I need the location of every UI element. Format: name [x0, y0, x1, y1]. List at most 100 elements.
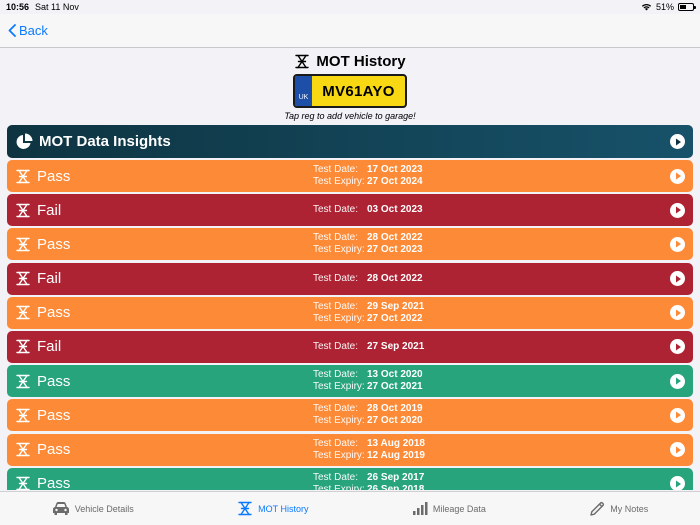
- test-dates: Test Date: 03 Oct 2023: [313, 194, 423, 226]
- test-date-line: Test Date: 03 Oct 2023: [313, 204, 423, 216]
- plate-country: UK: [295, 76, 312, 106]
- result-label: Fail: [37, 201, 62, 219]
- result-label: Fail: [37, 338, 62, 356]
- mot-result-row[interactable]: Pass Test Date: 13 Oct 2020 Test Expiry: 27 …: [7, 365, 693, 398]
- chevron-right-circle-icon: [670, 373, 685, 389]
- mot-data-insights-button[interactable]: MOT Data Insights: [7, 125, 693, 158]
- test-date-value: 26 Sep 2017: [367, 471, 425, 483]
- mot-results-list[interactable]: MOT Data Insights Pass Test Date: 17 Oct 2…: [7, 125, 693, 490]
- navigation-bar: Back: [0, 14, 700, 48]
- test-expiry-value: 27 Oct 2022: [367, 312, 423, 324]
- test-date-line: Test Date: 17 Oct 2023: [313, 164, 423, 176]
- chevron-right-circle-icon: [670, 476, 685, 490]
- test-date-label: Test Date:: [313, 300, 359, 312]
- test-dates: Test Date: 13 Aug 2018 Test Expiry: 12 Aug …: [313, 434, 425, 466]
- result-label: Pass: [37, 475, 71, 490]
- test-expiry-value: 27 Oct 2023: [367, 244, 423, 256]
- test-date-line: Test Date: 29 Sep 2021: [313, 301, 424, 313]
- test-dates: Test Date: 26 Sep 2017 Test Expiry: 26 Sep …: [313, 468, 424, 490]
- mot-result-row[interactable]: Pass Test Date: 28 Oct 2019 Test Expiry: 27 …: [7, 399, 693, 432]
- pencil-icon: [590, 501, 605, 516]
- mot-result-row[interactable]: Pass Test Date: 28 Oct 2022 Test Expiry: 27 …: [7, 228, 693, 261]
- test-expiry-label: Test Expiry:: [313, 176, 365, 187]
- chevron-right-circle-icon: [670, 407, 685, 423]
- mot-tripod-icon: [16, 408, 30, 423]
- test-expiry-label: Test Expiry:: [313, 449, 365, 461]
- test-date-value: 28 Oct 2019: [367, 403, 423, 415]
- test-date-line: Test Date: 27 Sep 2021: [313, 341, 424, 353]
- page-title: MOT History: [0, 50, 700, 72]
- result-label: Pass: [37, 235, 71, 253]
- result-label: Pass: [37, 406, 71, 424]
- test-expiry-label: Test Expiry:: [313, 483, 365, 490]
- test-date-value: 13 Aug 2018: [367, 437, 425, 449]
- pie-chart-icon: [16, 133, 33, 149]
- mot-tripod-icon: [16, 237, 30, 252]
- test-date-value: 03 Oct 2023: [367, 204, 423, 216]
- tab-mot-history[interactable]: MOT History: [237, 501, 308, 516]
- tab-my-notes[interactable]: My Notes: [589, 501, 648, 517]
- mot-result-row[interactable]: Pass Test Date: 13 Aug 2018 Test Expiry: 12 …: [7, 433, 693, 466]
- registration-plate[interactable]: UK MV61AYO: [293, 74, 407, 108]
- test-date-line: Test Date: 13 Oct 2020: [313, 369, 423, 381]
- mot-result-row[interactable]: Pass Test Date: 17 Oct 2023 Test Expiry: 27 …: [7, 160, 693, 192]
- test-expiry-label: Test Expiry:: [313, 244, 365, 256]
- tab-bar: Vehicle Details MOT History Mileage Data…: [0, 491, 700, 525]
- mot-result-row[interactable]: Pass Test Date: 29 Sep 2021 Test Expiry: 27 …: [7, 296, 693, 329]
- status-right: 51%: [641, 2, 696, 12]
- mot-tripod-icon: [238, 501, 252, 516]
- tab-label: MOT History: [258, 503, 309, 514]
- test-expiry-value: 27 Oct 2021: [367, 381, 423, 393]
- test-date-line: Test Date: 28 Oct 2022: [313, 232, 423, 244]
- test-expiry-value: 27 Oct 2024: [367, 176, 423, 187]
- test-dates: Test Date: 28 Oct 2019 Test Expiry: 27 Oct …: [313, 399, 423, 431]
- back-button[interactable]: Back: [8, 23, 48, 38]
- test-expiry-line: Test Expiry: 27 Oct 2023: [313, 244, 423, 256]
- test-expiry-line: Test Expiry: 26 Sep 2018: [313, 484, 424, 490]
- mot-result-row[interactable]: Fail Test Date: 27 Sep 2021: [7, 330, 693, 363]
- chevron-right-circle-icon: [670, 202, 685, 218]
- test-dates: Test Date: 28 Oct 2022: [313, 263, 423, 295]
- test-dates: Test Date: 17 Oct 2023 Test Expiry: 27 Oct …: [313, 160, 423, 192]
- bar-chart-icon: [412, 502, 428, 515]
- mot-result-row[interactable]: Fail Test Date: 28 Oct 2022: [7, 262, 693, 295]
- test-date-label: Test Date:: [313, 437, 359, 449]
- car-icon: [52, 502, 69, 515]
- test-expiry-value: 26 Sep 2018: [367, 483, 425, 490]
- tab-label: My Notes: [610, 503, 649, 514]
- mot-tripod-icon: [16, 271, 30, 286]
- battery-percent: 51%: [655, 2, 674, 12]
- mot-result-row[interactable]: Pass Test Date: 26 Sep 2017 Test Expiry: 26 …: [7, 467, 693, 490]
- test-date-line: Test Date: 26 Sep 2017: [313, 472, 424, 484]
- tab-vehicle-details[interactable]: Vehicle Details: [52, 501, 134, 516]
- chevron-right-circle-icon: [670, 236, 685, 252]
- test-date-label: Test Date:: [313, 369, 359, 381]
- test-date-label: Test Date:: [313, 403, 359, 415]
- result-label: Fail: [37, 270, 62, 288]
- test-date-line: Test Date: 28 Oct 2022: [313, 273, 423, 285]
- test-dates: Test Date: 27 Sep 2021: [313, 331, 424, 363]
- mot-result-row[interactable]: Fail Test Date: 03 Oct 2023: [7, 194, 693, 227]
- test-date-line: Test Date: 13 Aug 2018: [313, 438, 425, 450]
- test-date-label: Test Date:: [313, 272, 359, 284]
- test-expiry-label: Test Expiry:: [313, 381, 365, 393]
- tab-mileage-data[interactable]: Mileage Data: [412, 501, 486, 516]
- tab-label: Vehicle Details: [74, 503, 134, 514]
- test-date-label: Test Date:: [313, 471, 359, 483]
- result-label: Pass: [37, 441, 71, 458]
- page-title-text: MOT History: [316, 52, 406, 70]
- test-expiry-value: 12 Aug 2019: [367, 449, 425, 461]
- test-expiry-line: Test Expiry: 27 Oct 2021: [313, 381, 423, 393]
- mot-tripod-icon: [16, 476, 30, 490]
- test-expiry-value: 27 Oct 2020: [367, 415, 423, 427]
- chevron-right-circle-icon: [670, 271, 685, 287]
- test-expiry-line: Test Expiry: 27 Oct 2020: [313, 415, 423, 427]
- chevron-right-circle-icon: [670, 339, 685, 355]
- battery-icon: [678, 3, 696, 11]
- status-date: Sat 11 Nov: [35, 2, 79, 12]
- result-label: Pass: [37, 304, 71, 322]
- mot-header: MOT History UK MV61AYO Tap reg to add ve…: [0, 50, 700, 122]
- test-dates: Test Date: 29 Sep 2021 Test Expiry: 27 Oct …: [313, 297, 424, 329]
- chevron-right-circle-icon: [670, 134, 685, 149]
- test-expiry-line: Test Expiry: 27 Oct 2024: [313, 176, 423, 188]
